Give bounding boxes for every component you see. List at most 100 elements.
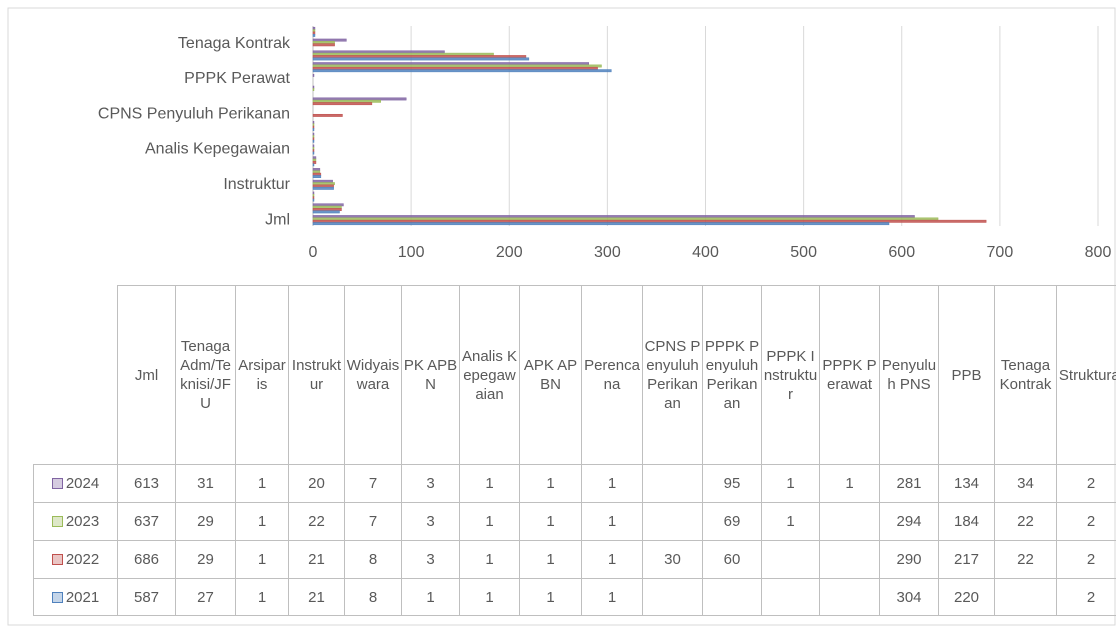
header-text: Jml	[134, 366, 159, 384]
table-cell: 1	[761, 502, 819, 540]
legend-key	[51, 516, 63, 527]
y-tick-label: CPNS Penyuluh Perikanan	[98, 105, 290, 122]
bar	[312, 186, 334, 190]
table-cell	[761, 578, 819, 616]
header-text: APK APBN	[523, 357, 578, 393]
column-header: Tenaga Kontrak	[994, 285, 1056, 464]
table-cell: 1	[235, 540, 288, 578]
x-tick-label: 0	[309, 244, 318, 261]
table-cell: 1	[459, 540, 519, 578]
header-text: Instruktur	[291, 357, 342, 393]
table-cell: 1	[581, 540, 642, 578]
x-tick-label: 200	[496, 244, 523, 261]
table-cell: 294	[879, 502, 938, 540]
column-header: Perencana	[581, 285, 642, 464]
bar	[312, 69, 612, 73]
table-cell: 217	[938, 540, 994, 578]
table-cell: 22	[994, 502, 1056, 540]
table-cell: 21	[288, 540, 344, 578]
table-cell: 34	[994, 464, 1056, 502]
table-cell: 1	[459, 578, 519, 616]
row-header: 2024	[33, 464, 117, 502]
table-cell: 1	[581, 502, 642, 540]
legend-key	[51, 591, 63, 603]
x-tick-label: 500	[790, 244, 817, 261]
column-header: Jml	[117, 285, 175, 464]
table-cell: 2	[1056, 578, 1116, 616]
table-cell: 3	[401, 540, 459, 578]
table-cell: 60	[702, 540, 761, 578]
bar	[312, 163, 315, 167]
table-cell	[761, 540, 819, 578]
table-cell: 686	[117, 540, 175, 578]
table-cell: 290	[879, 540, 938, 578]
column-header: Tenaga Adm/Teknisi/JFU	[175, 285, 235, 464]
header-text: CPNS Penyuluh Perikanan	[644, 338, 701, 412]
column-header: Arsiparis	[235, 285, 288, 464]
column-header: Struktural	[1056, 285, 1116, 464]
column-header: PK APBN	[401, 285, 459, 464]
legend-key	[51, 478, 63, 489]
table-cell: 69	[702, 502, 761, 540]
table-cell: 184	[938, 502, 994, 540]
table-cell: 613	[117, 464, 175, 502]
column-header: PPPK Instruktur	[761, 285, 819, 464]
column-header: Penyuluh PNS	[879, 285, 938, 464]
bar	[312, 151, 315, 155]
row-header: 2022	[33, 540, 117, 578]
row-header: 2021	[33, 578, 117, 616]
column-header: Instruktur	[288, 285, 344, 464]
table-cell: 1	[459, 464, 519, 502]
chart-border	[7, 7, 1116, 626]
table-cell: 3	[401, 464, 459, 502]
table-cell: 2	[1056, 540, 1116, 578]
table-cell: 3	[401, 502, 459, 540]
table-cell: 1	[235, 502, 288, 540]
table-cell: 95	[702, 464, 761, 502]
table-cell: 8	[344, 578, 401, 616]
legend-label: 2021	[65, 588, 100, 606]
header-text: Analis Kepegawaian	[461, 347, 518, 403]
bar	[312, 73, 315, 77]
bar	[312, 113, 343, 117]
table-cell: 30	[642, 540, 702, 578]
y-tick-label: Tenaga Kontrak	[178, 35, 291, 52]
table-cell: 2	[1056, 464, 1116, 502]
table-cell: 1	[235, 578, 288, 616]
table-cell: 21	[288, 578, 344, 616]
table-cell: 281	[879, 464, 938, 502]
table-cell: 22	[994, 540, 1056, 578]
table-cell: 1	[519, 502, 581, 540]
table-cell: 20	[288, 464, 344, 502]
x-tick-label: 400	[692, 244, 719, 261]
table-cell: 7	[344, 502, 401, 540]
y-tick-label: PPPK Perawat	[184, 70, 290, 87]
table-cell: 1	[819, 464, 879, 502]
table-cell: 29	[175, 540, 235, 578]
table-cell	[819, 578, 879, 616]
table-cell	[642, 578, 702, 616]
table-cell: 22	[288, 502, 344, 540]
table-cell: 1	[761, 464, 819, 502]
table-cell: 220	[938, 578, 994, 616]
header-text: PPB	[951, 366, 982, 384]
header-text: Tenaga Kontrak	[999, 357, 1052, 393]
header-text: PPPK Penyuluh Perikanan	[704, 338, 760, 412]
legend-label: 2022	[65, 551, 100, 568]
bar	[312, 43, 335, 47]
table-cell	[819, 540, 879, 578]
y-tick-label: Instruktur	[223, 176, 290, 193]
table-cell	[642, 464, 702, 502]
table-cell: 637	[117, 502, 175, 540]
table-cell: 1	[581, 464, 642, 502]
header-text: Arsiparis	[238, 357, 286, 393]
legend-label: 2024	[65, 475, 100, 492]
x-tick-label: 700	[987, 244, 1014, 261]
table-cell: 1	[519, 578, 581, 616]
bar	[312, 222, 890, 226]
column-header: PPPK Penyuluh Perikanan	[702, 285, 761, 464]
bar	[312, 198, 315, 202]
table-cell	[819, 502, 879, 540]
